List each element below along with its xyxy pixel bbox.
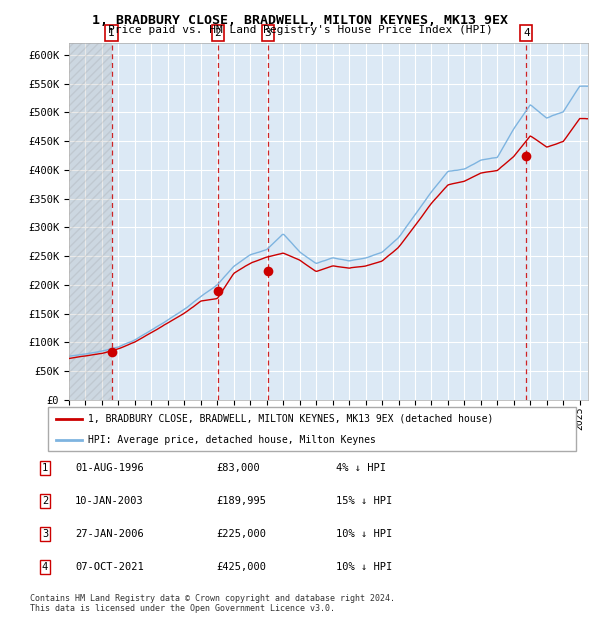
Text: Contains HM Land Registry data © Crown copyright and database right 2024.: Contains HM Land Registry data © Crown c… [30,593,395,603]
Text: 10% ↓ HPI: 10% ↓ HPI [336,529,392,539]
Text: £425,000: £425,000 [216,562,266,572]
Text: £189,995: £189,995 [216,496,266,506]
Text: 07-OCT-2021: 07-OCT-2021 [75,562,144,572]
FancyBboxPatch shape [48,407,576,451]
Text: Price paid vs. HM Land Registry's House Price Index (HPI): Price paid vs. HM Land Registry's House … [107,25,493,35]
Text: 01-AUG-1996: 01-AUG-1996 [75,463,144,473]
Text: 15% ↓ HPI: 15% ↓ HPI [336,496,392,506]
Text: 4% ↓ HPI: 4% ↓ HPI [336,463,386,473]
Text: 1: 1 [108,28,115,38]
Text: 10-JAN-2003: 10-JAN-2003 [75,496,144,506]
Text: 2: 2 [214,28,221,38]
Text: 27-JAN-2006: 27-JAN-2006 [75,529,144,539]
Text: £83,000: £83,000 [216,463,260,473]
Text: 1, BRADBURY CLOSE, BRADWELL, MILTON KEYNES, MK13 9EX: 1, BRADBURY CLOSE, BRADWELL, MILTON KEYN… [92,14,508,27]
Text: HPI: Average price, detached house, Milton Keynes: HPI: Average price, detached house, Milt… [88,435,376,445]
Text: 10% ↓ HPI: 10% ↓ HPI [336,562,392,572]
Bar [69,43,112,400]
Text: 4: 4 [523,28,530,38]
Text: 1: 1 [42,463,48,473]
Text: 2: 2 [42,496,48,506]
Text: 3: 3 [42,529,48,539]
Text: This data is licensed under the Open Government Licence v3.0.: This data is licensed under the Open Gov… [30,603,335,613]
Text: 3: 3 [265,28,271,38]
Text: 1, BRADBURY CLOSE, BRADWELL, MILTON KEYNES, MK13 9EX (detached house): 1, BRADBURY CLOSE, BRADWELL, MILTON KEYN… [88,414,493,424]
Text: £225,000: £225,000 [216,529,266,539]
Text: 4: 4 [42,562,48,572]
